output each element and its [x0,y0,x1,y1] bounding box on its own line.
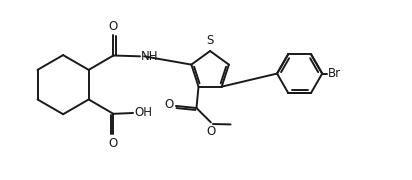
Text: O: O [109,19,118,33]
Text: O: O [165,98,174,111]
Text: O: O [207,125,216,138]
Text: OH: OH [134,107,152,120]
Text: NH: NH [141,50,158,63]
Text: Br: Br [328,67,341,80]
Text: O: O [109,137,118,150]
Text: S: S [206,34,214,47]
